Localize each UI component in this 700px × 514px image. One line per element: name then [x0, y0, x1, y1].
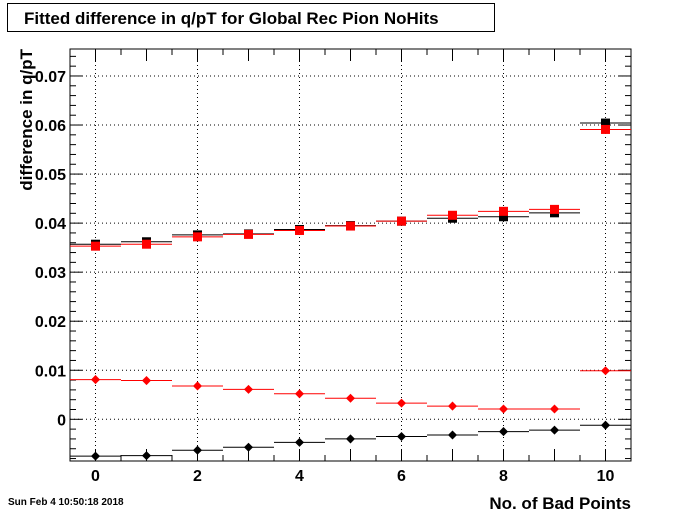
data-point-diamond: [243, 384, 254, 394]
data-point-square: [244, 229, 253, 239]
timestamp-label: Sun Feb 4 10:50:18 2018: [8, 497, 124, 508]
data-point-diamond: [192, 381, 203, 391]
data-point-diamond: [141, 451, 152, 461]
x-tick-label: 10: [597, 468, 615, 485]
x-tick-label: 6: [397, 468, 406, 485]
data-point-square: [397, 216, 406, 226]
data-point-square: [346, 221, 355, 231]
data-point-square: [193, 232, 202, 242]
data-point-square: [295, 225, 304, 235]
y-tick-label: 0.02: [35, 314, 66, 331]
y-tick-label: 0.07: [35, 69, 66, 86]
y-tick-label: 0.06: [35, 118, 66, 135]
data-point-diamond: [192, 445, 203, 455]
data-point-square: [91, 241, 100, 251]
data-point-square: [601, 118, 610, 128]
chart-title: Fitted difference in q/pT for Global Rec…: [24, 9, 439, 28]
y-tick-label: 0.03: [35, 265, 66, 282]
y-tick-label: 0.05: [35, 167, 66, 184]
y-tick-label: 0: [57, 412, 66, 429]
x-axis-title: No. of Bad Points: [489, 494, 631, 513]
data-point-square: [550, 204, 559, 214]
y-axis-title: difference in q/pT: [17, 48, 36, 190]
data-point-diamond: [243, 442, 254, 452]
chart-title-box: Fitted difference in q/pT for Global Rec…: [7, 3, 495, 32]
data-point-square: [499, 212, 508, 222]
data-point-square: [499, 206, 508, 216]
y-tick-label: 0.04: [35, 216, 66, 233]
series-1: [70, 124, 631, 251]
x-tick-label: 2: [193, 468, 202, 485]
data-point-square: [142, 239, 151, 249]
x-tick-label: 8: [499, 468, 508, 485]
plot-frame: [69, 48, 632, 462]
data-point-diamond: [141, 376, 152, 386]
x-tick-label: 0: [91, 468, 100, 485]
y-tick-label: 0.01: [35, 363, 66, 380]
x-tick-label: 4: [295, 468, 304, 485]
data-point-square: [448, 210, 457, 220]
data-point-square: [601, 124, 610, 134]
